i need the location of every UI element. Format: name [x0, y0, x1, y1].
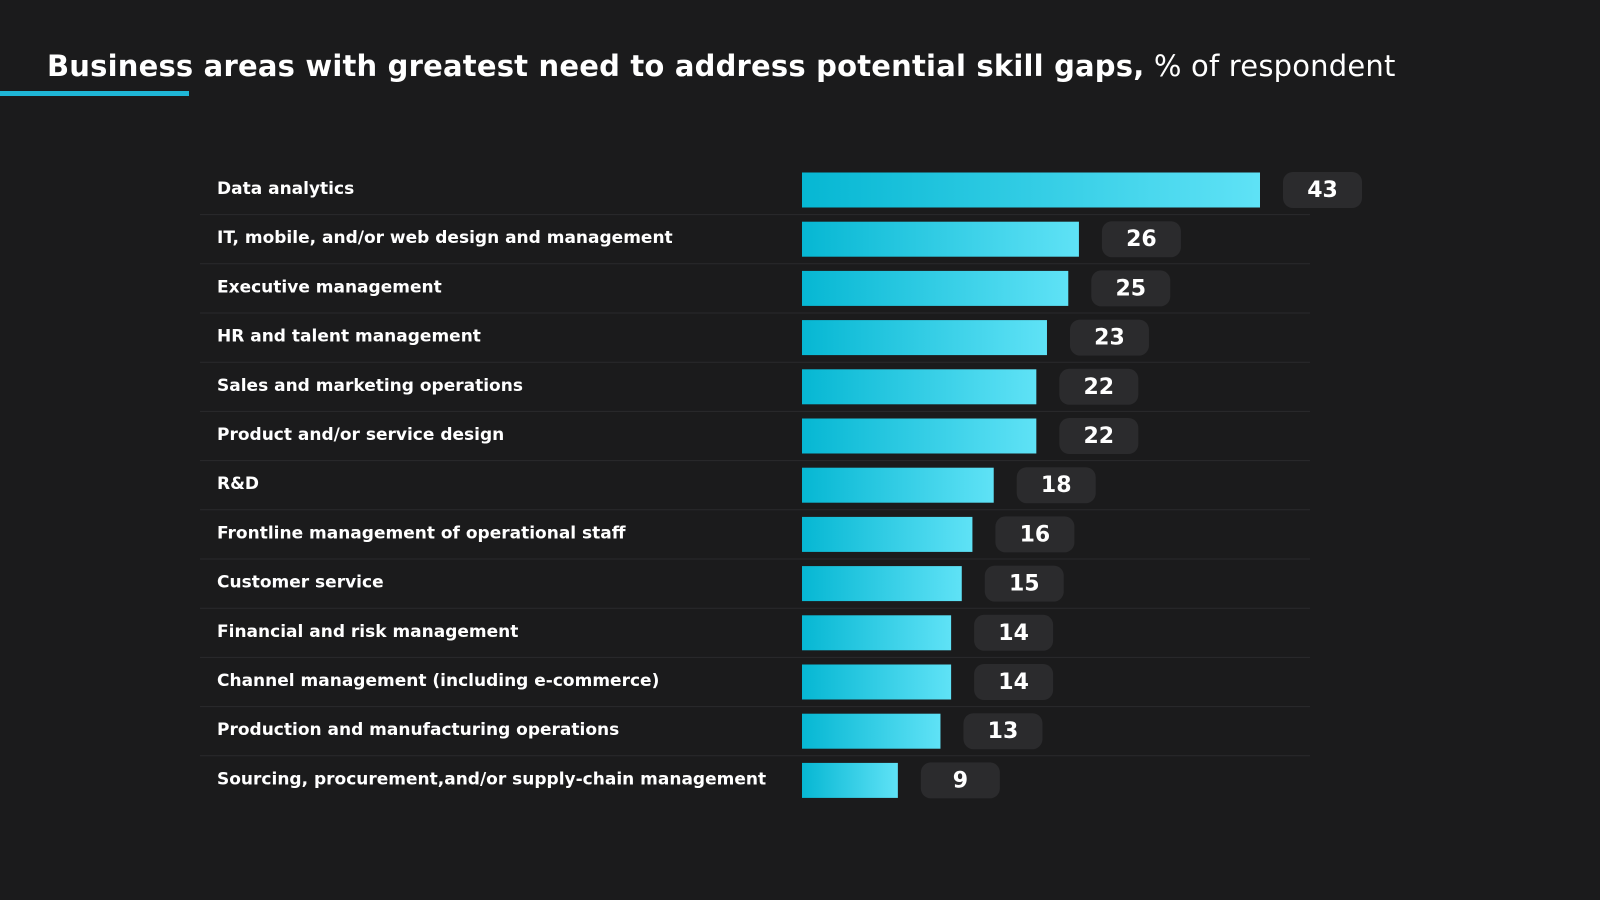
bar: [802, 713, 941, 749]
data-label: 16: [1020, 522, 1051, 547]
bar-row: Frontline management of operational staf…: [200, 516, 1310, 560]
bar-row: Customer service 15: [200, 565, 1310, 609]
category-label: Production and manufacturing operations: [217, 720, 619, 740]
data-label: 13: [988, 719, 1019, 744]
data-label: 22: [1084, 375, 1115, 400]
data-label: 25: [1115, 276, 1146, 301]
bar: [802, 664, 952, 700]
data-label: 23: [1094, 326, 1125, 351]
category-label: HR and talent management: [217, 327, 481, 347]
data-label: 26: [1126, 227, 1157, 252]
chart-title-unit: % of respondent: [1144, 49, 1396, 83]
category-label: Data analytics: [217, 179, 354, 199]
value-badge: [974, 614, 1054, 651]
data-label: 9: [953, 768, 968, 793]
bar-row: Sales and marketing operations 22: [200, 368, 1310, 412]
bar: [802, 221, 1079, 257]
value-badge: [963, 713, 1043, 750]
value-badge: [995, 516, 1075, 553]
data-label: 14: [998, 670, 1029, 695]
value-badge: [1069, 319, 1149, 356]
data-label: 18: [1041, 473, 1072, 498]
bar-row: Product and/or service design 22: [200, 418, 1310, 462]
category-label: Financial and risk management: [217, 622, 518, 642]
bar: [802, 418, 1037, 454]
bar: [802, 467, 994, 503]
bar: [802, 320, 1047, 356]
value-badge: [920, 762, 1000, 799]
value-badge: [974, 664, 1054, 700]
category-label: Frontline management of operational staf…: [217, 523, 626, 543]
data-label: 22: [1084, 424, 1115, 449]
chart-title-main: Business areas with greatest need to add…: [47, 49, 1145, 83]
bar-row: IT, mobile, and/or web design and manage…: [200, 221, 1310, 265]
bar: [802, 369, 1037, 405]
bar-row: Channel management (including e-commerce…: [200, 664, 1310, 708]
bar-row: HR and talent management 23: [200, 319, 1310, 363]
value-badge: [1016, 467, 1096, 504]
category-label: Sales and marketing operations: [217, 376, 523, 396]
value-badge: [1059, 418, 1139, 454]
category-label: IT, mobile, and/or web design and manage…: [217, 228, 673, 248]
bar: [802, 762, 898, 798]
bar-row: Financial and risk management 14: [200, 614, 1310, 658]
bar-row: Sourcing, procurement,and/or supply-chai…: [217, 762, 1000, 799]
category-label: Customer service: [217, 573, 384, 593]
bar-row: Production and manufacturing operations 1…: [200, 713, 1310, 757]
data-label: 15: [1009, 572, 1040, 597]
value-badge: [1091, 270, 1171, 307]
category-label: Sourcing, procurement,and/or supply-chai…: [217, 769, 766, 789]
category-label: Product and/or service design: [217, 425, 504, 445]
value-badge: [1101, 221, 1181, 258]
bar-rows: Data analytics 43 IT, mobile, and/or web d…: [200, 172, 1362, 799]
category-label: R&D: [217, 474, 259, 494]
value-badge: [984, 565, 1064, 602]
bar-row: Executive management 25: [200, 270, 1310, 314]
category-label: Executive management: [217, 277, 442, 297]
bar: [802, 516, 973, 552]
bar: [802, 566, 962, 602]
value-badge: [1059, 368, 1139, 405]
bar: [802, 270, 1069, 306]
category-label: Channel management (including e-commerce…: [217, 671, 659, 691]
bar: [802, 172, 1260, 208]
data-label: 43: [1307, 178, 1338, 203]
bar-row: Data analytics 43: [200, 172, 1362, 216]
bar-row: R&D 18: [200, 467, 1310, 511]
title-accent-underline: [0, 91, 189, 96]
chart-title: Business areas with greatest need to add…: [47, 44, 1396, 88]
bar: [802, 615, 952, 651]
data-label: 14: [998, 621, 1029, 646]
value-badge: [1283, 172, 1362, 208]
